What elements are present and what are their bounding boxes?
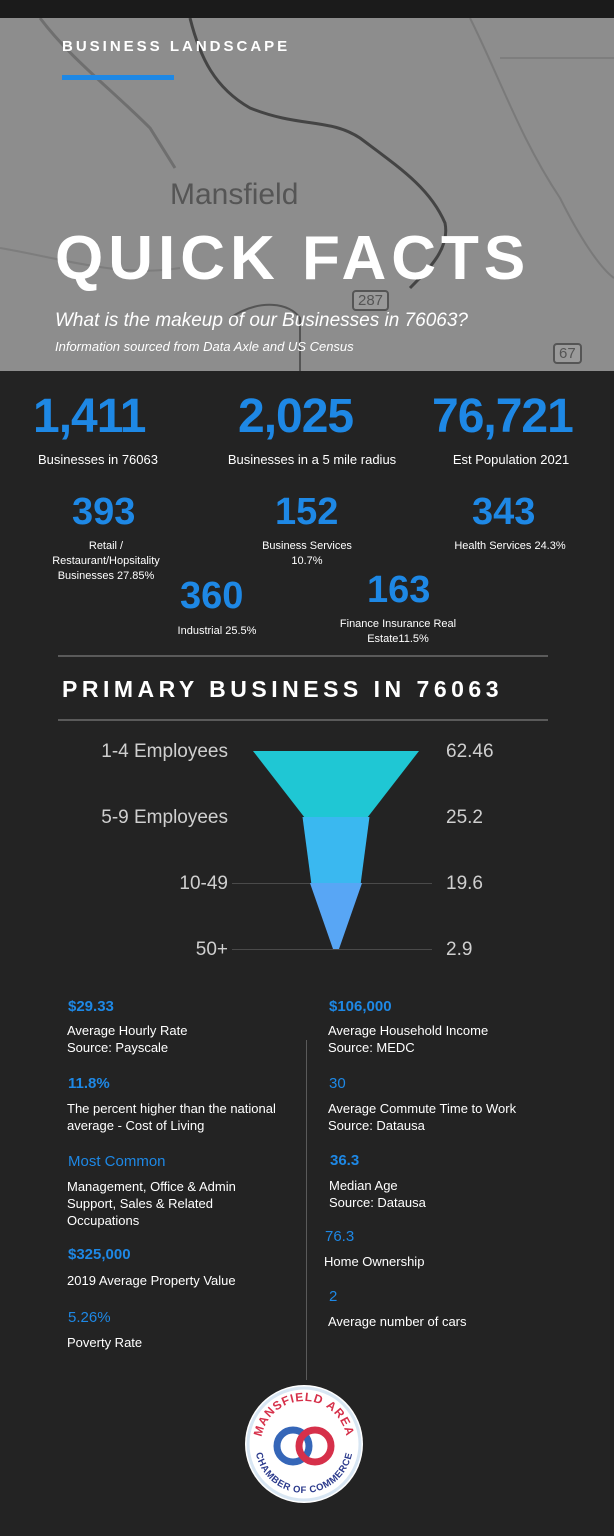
stat-property-value: $325,000	[68, 1246, 131, 1263]
fact-finance-label: Finance Insurance Real Estate11.5%	[330, 617, 466, 647]
logo-ring-red	[295, 1426, 335, 1466]
section-divider-top	[58, 655, 548, 657]
funnel-category-label: 10-49	[179, 873, 228, 894]
fact-businesses-76063-label: Businesses in 76063	[38, 452, 158, 467]
stat-household-income-value: $106,000	[329, 998, 392, 1015]
fact-business-services-label-line: Business Services	[262, 540, 352, 552]
funnel-segment-1	[302, 817, 370, 883]
stat-text-line: Home Ownership	[324, 1254, 425, 1269]
fact-business-services-value: 152	[275, 491, 339, 533]
fact-retail-label-line: Restaurant/Hopsitality	[52, 554, 160, 567]
stat-home-ownership-value: 76.3	[325, 1228, 355, 1245]
stat-poverty-value: 5.26%	[68, 1309, 111, 1326]
fact-industrial-value: 360	[180, 575, 244, 617]
fact-health-services-value: 343	[472, 491, 536, 533]
funnel-category-label: 50+	[195, 939, 228, 960]
stat-poverty-text: Poverty Rate	[67, 1334, 142, 1351]
stat-text-line: Management, Office & Admin	[67, 1179, 236, 1194]
stat-text-line: Source: MEDC	[328, 1040, 415, 1056]
funnel-segment-0	[253, 751, 419, 817]
stat-text-line: Support, Sales & Related	[67, 1196, 213, 1212]
stat-text-line: Average Commute Time to Work	[328, 1101, 517, 1116]
stat-property-text: 2019 Average Property Value	[67, 1272, 236, 1289]
stat-hourly-rate-text: Average Hourly Rate Source: Payscale	[67, 1022, 187, 1056]
fact-retail-value: 393	[72, 491, 136, 533]
fact-5-mile-radius-label: Businesses in a 5 mile radius	[227, 452, 397, 467]
stat-text-line: 2019 Average Property Value	[67, 1273, 236, 1288]
stat-text-line: Poverty Rate	[67, 1335, 143, 1350]
stat-text-line: Source: Payscale	[67, 1040, 169, 1056]
stat-home-ownership-text: Home Ownership	[324, 1253, 424, 1270]
stat-cost-of-living-value: 11.8%	[68, 1075, 110, 1092]
map-city-label: Mansfield	[170, 178, 299, 211]
stat-text-line: Source: Datausa	[328, 1118, 425, 1134]
stat-cost-of-living-text: The percent higher than the national ave…	[67, 1100, 276, 1134]
fact-population-label: Est Population 2021	[452, 452, 570, 467]
funnel-value-label: 25.2	[446, 807, 483, 828]
stat-text-line: Average Household Income	[328, 1023, 489, 1038]
fact-finance-label-line: Finance Insurance Real	[339, 618, 457, 630]
source-note: Information sourced from Data Axle and U…	[55, 339, 354, 354]
stat-median-age-value: 36.3	[330, 1152, 360, 1169]
funnel-gridline	[232, 949, 432, 950]
fact-businesses-76063-value: 1,411	[33, 390, 146, 443]
stat-commute-text: Average Commute Time to Work Source: Dat…	[328, 1100, 516, 1134]
logo-ring-blue	[273, 1426, 313, 1466]
page-title: QUICK FACTS	[55, 224, 531, 293]
fact-retail-label-line: Businesses 27.85%	[57, 569, 155, 582]
funnel-segment-2	[309, 883, 363, 949]
funnel-category-label: 1-4 Employees	[101, 741, 228, 762]
page-subtitle: What is the makeup of our Businesses in …	[55, 310, 468, 331]
fact-retail-label: Retail / Restaurant/Hopsitality Business…	[36, 539, 176, 584]
fact-population-value: 76,721	[432, 390, 574, 443]
fact-business-services-label: Business Services 10.7%	[248, 539, 366, 569]
stat-text-line: Median Age	[329, 1178, 398, 1193]
kicker-underline	[62, 75, 174, 80]
funnel-value-label: 62.46	[446, 741, 494, 762]
stat-household-income-text: Average Household Income Source: MEDC	[328, 1022, 488, 1056]
stat-median-age-text: Median Age Source: Datausa	[329, 1177, 426, 1211]
fact-industrial-label: Industrial 25.5%	[177, 625, 257, 637]
highway-shield-287: 287	[352, 290, 390, 311]
fact-finance-label-line: Estate11.5%	[367, 632, 429, 645]
section-divider-bottom	[58, 719, 548, 721]
fact-finance-value: 163	[367, 569, 431, 611]
stat-occupations-text: Management, Office & Admin Support, Sale…	[67, 1178, 236, 1229]
fact-retail-label-line: Retail /	[88, 540, 124, 552]
chamber-of-commerce-logo: MANSFIELD AREA CHAMBER OF COMMERCE	[245, 1385, 363, 1503]
fact-business-services-label-line: 10.7%	[291, 554, 323, 567]
stat-text-line: Source: Datausa	[329, 1195, 426, 1211]
stat-text-line: Average Hourly Rate	[67, 1023, 188, 1038]
funnel-value-label: 2.9	[446, 939, 473, 960]
section-title: PRIMARY BUSINESS IN 76063	[62, 676, 504, 702]
highway-shield-67: 67	[553, 343, 582, 364]
stat-cars-value: 2	[329, 1288, 338, 1305]
stat-occupations-value: Most Common	[68, 1153, 166, 1170]
section-kicker: BUSINESS LANDSCAPE	[62, 38, 291, 55]
stat-text-line: Average number of cars	[328, 1314, 467, 1329]
stat-commute-value: 30	[329, 1075, 346, 1092]
stat-cars-text: Average number of cars	[328, 1313, 467, 1330]
stat-hourly-rate-value: $29.33	[68, 998, 114, 1015]
stat-text-line: Occupations	[67, 1213, 140, 1229]
fact-health-services-label: Health Services 24.3%	[454, 540, 566, 552]
column-divider	[306, 1040, 307, 1380]
funnel-chart	[253, 751, 419, 949]
top-bar	[0, 0, 614, 18]
funnel-category-label: 5-9 Employees	[101, 807, 228, 828]
fact-5-mile-radius-value: 2,025	[238, 390, 354, 443]
stat-text-line: average - Cost of Living	[67, 1118, 205, 1134]
funnel-value-label: 19.6	[446, 873, 483, 894]
stat-text-line: The percent higher than the national	[67, 1101, 276, 1116]
